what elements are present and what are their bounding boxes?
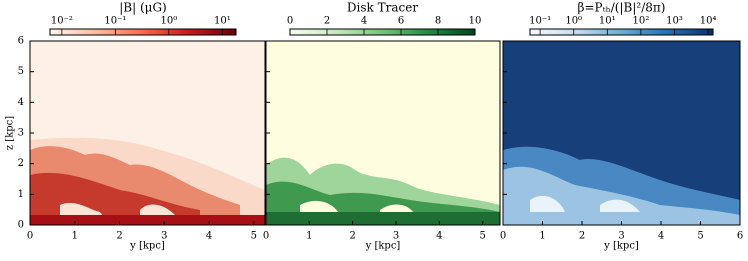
x-tick-label: 2 <box>349 231 355 242</box>
colorbar <box>289 28 476 36</box>
colorbar-tick-label: 8 <box>435 16 441 27</box>
field-image <box>30 41 265 225</box>
colorbar-title: |B| (μG) <box>119 1 166 15</box>
x-tick-label: 0 <box>500 231 506 242</box>
x-tick-label: 3 <box>618 231 624 242</box>
x-tick-label: 5 <box>251 231 257 242</box>
colorbar-title: β=Pₜₕ/(|B|²/8π) <box>578 1 666 15</box>
colorbar-tick-label: 0 <box>287 16 293 27</box>
beta-image <box>503 41 740 225</box>
x-tick-label: 4 <box>658 231 664 242</box>
colorbar-tick-label: 10¹ <box>599 16 616 27</box>
colorbar-tick-label: 10⁻² <box>51 16 73 27</box>
x-tick-label: 2 <box>116 231 122 242</box>
colorbar <box>49 28 237 36</box>
x-tick-label: 1 <box>72 231 78 242</box>
y-tick-label: 6 <box>18 36 24 47</box>
tracer-image <box>266 41 500 225</box>
x-tick-label: 3 <box>161 231 167 242</box>
y-tick-label: 3 <box>18 128 24 139</box>
y-tick-label: 0 <box>18 220 24 231</box>
colorbar-tick-label: 10⁻¹ <box>104 16 126 27</box>
colorbar-tick-label: 4 <box>361 16 367 27</box>
y-tick-label: 2 <box>18 158 24 169</box>
x-axis-label: y [kpc] <box>365 241 401 252</box>
x-tick-label: 4 <box>206 231 212 242</box>
x-tick-label: 1 <box>306 231 312 242</box>
colorbar-tick-label: 10⁰ <box>160 16 177 27</box>
x-tick-label: 2 <box>579 231 585 242</box>
x-tick-label: 0 <box>27 231 33 242</box>
colorbar-tick-label: 10 <box>469 16 482 27</box>
x-tick-label: 5 <box>697 231 703 242</box>
y-tick-label: 1 <box>18 189 24 200</box>
x-axis-label: y [kpc] <box>129 241 165 252</box>
y-axis-label: z [kpc] <box>5 116 16 150</box>
y-tick-label: 4 <box>18 97 24 108</box>
colorbar-tick-label: 10⁴ <box>700 16 717 27</box>
colorbar-title: Disk Tracer <box>347 1 418 15</box>
x-tick-label: 4 <box>436 231 442 242</box>
colorbar-tick-label: 10² <box>633 16 650 27</box>
x-tick-label: 1 <box>539 231 545 242</box>
colorbar-tick-label: 10¹ <box>214 16 231 27</box>
colorbar-tick-label: 10⁰ <box>565 16 582 27</box>
colorbar-tick-label: 6 <box>398 16 404 27</box>
colorbar <box>529 28 714 36</box>
y-tick-label: 5 <box>18 66 24 77</box>
colorbar-tick-label: 10⁻¹ <box>529 16 551 27</box>
x-tick-label: 3 <box>393 231 399 242</box>
x-tick-label: 6 <box>737 231 743 242</box>
colorbar-tick-label: 10³ <box>666 16 683 27</box>
x-axis-label: y [kpc] <box>603 241 639 252</box>
colorbar-tick-label: 2 <box>324 16 330 27</box>
x-tick-label: 5 <box>479 231 485 242</box>
x-tick-label: 0 <box>263 231 269 242</box>
